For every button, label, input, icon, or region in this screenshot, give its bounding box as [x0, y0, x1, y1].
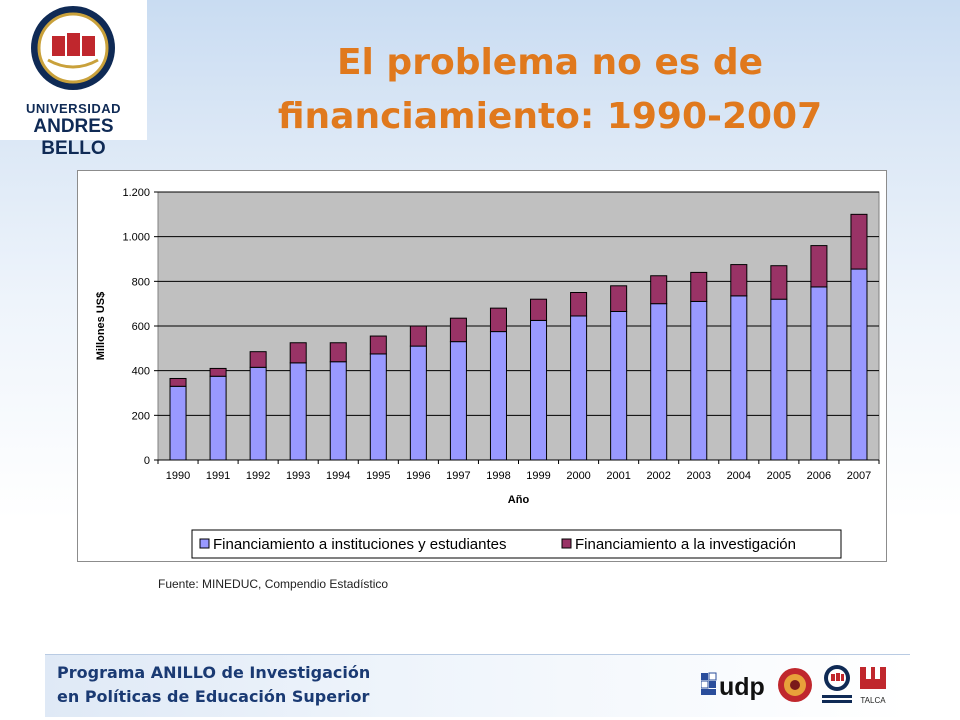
bar-instituciones — [169, 385, 187, 461]
x-tick-label: 1999 — [526, 470, 550, 482]
title-line1: El problema no es de — [336, 42, 764, 83]
title-line2: financiamiento: 1990-2007 — [277, 96, 823, 137]
footer-banner: Programa ANILLO de Investigación en Polí… — [45, 654, 910, 717]
bar-investigacion — [610, 285, 628, 312]
bar-investigacion — [209, 367, 227, 377]
y-tick-label: 400 — [132, 366, 150, 378]
x-tick-label: 2002 — [646, 470, 670, 482]
y-tick-label: 800 — [132, 276, 150, 288]
bar-instituciones — [489, 331, 507, 461]
bar-investigacion — [249, 351, 267, 368]
logo-line2: ANDRES BELLO — [33, 116, 114, 159]
x-tick-label: 2005 — [767, 470, 791, 482]
x-tick-label: 1990 — [166, 470, 190, 482]
legend-swatch — [561, 538, 572, 549]
bar-investigacion — [570, 292, 588, 317]
andres-bello-small-logo-icon — [822, 665, 852, 703]
bar-instituciones — [530, 319, 548, 461]
x-axis-label: Año — [508, 494, 530, 506]
bar-investigacion — [409, 325, 427, 347]
x-tick-label: 2003 — [687, 470, 711, 482]
x-tick-label: 1997 — [446, 470, 470, 482]
bar-instituciones — [730, 295, 748, 461]
x-tick-label: 2004 — [727, 470, 751, 482]
y-tick-label: 0 — [144, 455, 150, 467]
bar-instituciones — [690, 300, 708, 461]
x-tick-label: 1994 — [326, 470, 350, 482]
chart-frame: 0 200 400 600 800 1.000 1.200 1990 1991 1992 1993 1… — [77, 170, 887, 562]
slide-title: El problema no es de financiamiento: 199… — [190, 36, 910, 144]
bar-instituciones — [329, 361, 347, 461]
x-tick-label: 1996 — [406, 470, 430, 482]
footer-line1: Programa ANILLO de Investigación — [57, 663, 371, 682]
talca-logo-icon: TALCA — [860, 667, 886, 705]
logo-line1: UNIVERSIDAD — [25, 101, 122, 116]
stacked-bar-chart: 0 200 400 600 800 1.000 1.200 1990 1991 1992 1993 1… — [95, 187, 880, 559]
university-logo: UNIVERSIDAD ANDRES BELLO — [0, 0, 147, 159]
x-tick-label: 2006 — [807, 470, 831, 482]
y-axis-label: Millones US$ — [95, 292, 107, 360]
bar-investigacion — [810, 245, 828, 288]
bar-investigacion — [530, 298, 548, 321]
bar-instituciones — [570, 315, 588, 461]
x-tick-label: 1992 — [246, 470, 270, 482]
bar-instituciones — [610, 310, 628, 461]
bar-instituciones — [209, 375, 227, 461]
x-tick-label: 1993 — [286, 470, 310, 482]
x-tick-label: 2001 — [606, 470, 630, 482]
seal-logo-icon — [778, 668, 812, 702]
footer-line2: en Políticas de Educación Superior — [57, 687, 370, 706]
x-tick-label: 1991 — [206, 470, 230, 482]
source-note: Fuente: MINEDUC, Compendio Estadístico — [158, 577, 389, 591]
talca-logo-text: TALCA — [860, 696, 886, 705]
bar-investigacion — [489, 307, 507, 333]
bar-investigacion — [289, 342, 307, 364]
x-tick-label: 1998 — [486, 470, 510, 482]
bar-instituciones — [289, 362, 307, 461]
bar-instituciones — [770, 298, 788, 461]
bar-investigacion — [770, 265, 788, 300]
udp-logo-icon: udp — [701, 672, 765, 701]
bar-instituciones — [810, 286, 828, 461]
university-seal-icon — [31, 6, 115, 90]
y-tick-label: 1.000 — [122, 232, 150, 244]
bar-investigacion — [730, 264, 748, 297]
legend-box — [191, 529, 842, 559]
bar-instituciones — [449, 341, 467, 461]
x-tick-label: 2000 — [566, 470, 590, 482]
legend-swatch — [199, 538, 210, 549]
bar-investigacion — [169, 377, 187, 387]
legend-label: Financiamiento a la investigación — [575, 536, 796, 553]
bar-instituciones — [650, 303, 668, 461]
bar-investigacion — [650, 275, 668, 305]
x-tick-label: 2007 — [847, 470, 871, 482]
y-tick-label: 200 — [132, 410, 150, 422]
y-tick-label: 1.200 — [122, 187, 150, 199]
bar-instituciones — [409, 345, 427, 461]
y-tick-label: 600 — [132, 321, 150, 333]
bar-investigacion — [449, 317, 467, 343]
bar-investigacion — [690, 271, 708, 302]
bar-instituciones — [850, 268, 868, 461]
udp-logo-text: udp — [719, 673, 765, 701]
bar-instituciones — [249, 366, 267, 461]
bar-investigacion — [329, 342, 347, 363]
legend-label: Financiamiento a instituciones y estudia… — [213, 536, 507, 553]
bar-instituciones — [369, 353, 387, 461]
bar-investigacion — [369, 335, 387, 355]
bar-investigacion — [850, 213, 868, 270]
x-tick-label: 1995 — [366, 470, 390, 482]
